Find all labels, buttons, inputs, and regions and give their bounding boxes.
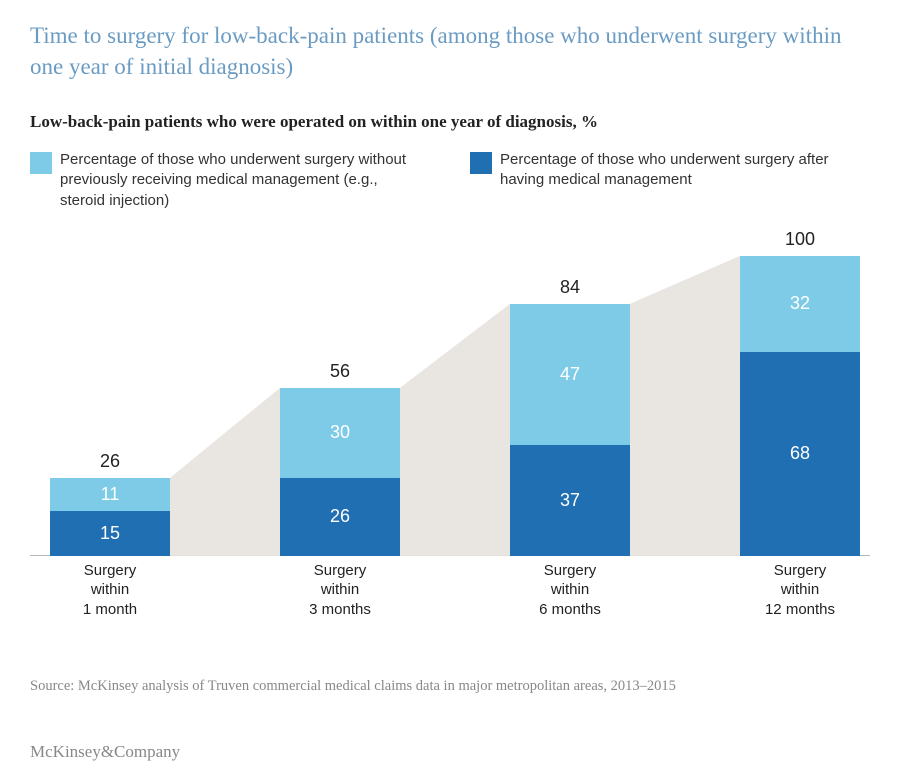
bar-segment-bottom: 26	[280, 478, 400, 556]
category-label: Surgerywithin12 months	[740, 561, 860, 620]
category-label: Surgerywithin1 month	[50, 561, 170, 620]
legend: Percentage of those who underwent surger…	[30, 150, 870, 211]
chart-title: Time to surgery for low-back-pain patien…	[30, 20, 870, 82]
legend-swatch-1	[470, 152, 492, 174]
bar-total-label: 84	[510, 277, 630, 298]
chart: 2611155630268447371003268 Surgerywithin1…	[30, 226, 870, 606]
chart-area: 2611155630268447371003268	[30, 226, 870, 556]
legend-text-1: Percentage of those who underwent surger…	[500, 150, 860, 191]
source-note: Source: McKinsey analysis of Truven comm…	[30, 676, 870, 696]
legend-item: Percentage of those who underwent surger…	[30, 150, 420, 211]
legend-item: Percentage of those who underwent surger…	[470, 150, 860, 211]
bar-segment-bottom: 15	[50, 511, 170, 556]
category-labels: Surgerywithin1 month Surgerywithin3 month…	[30, 561, 870, 621]
bar-total-label: 26	[50, 451, 170, 472]
bar-segment-top: 11	[50, 478, 170, 511]
bar-segment-bottom: 37	[510, 445, 630, 556]
category-label: Surgerywithin6 months	[510, 561, 630, 620]
bar-segment-top: 32	[740, 256, 860, 352]
bar-segment-bottom: 68	[740, 352, 860, 556]
category-label: Surgerywithin3 months	[280, 561, 400, 620]
bar-total-label: 56	[280, 361, 400, 382]
chart-subtitle: Low-back-pain patients who were operated…	[30, 112, 870, 132]
legend-text-0: Percentage of those who underwent surger…	[60, 150, 420, 211]
bar-segment-top: 47	[510, 304, 630, 445]
brand-logo: McKinsey&Company	[30, 742, 180, 762]
legend-swatch-0	[30, 152, 52, 174]
bar-segment-top: 30	[280, 388, 400, 478]
bar-total-label: 100	[740, 229, 860, 250]
